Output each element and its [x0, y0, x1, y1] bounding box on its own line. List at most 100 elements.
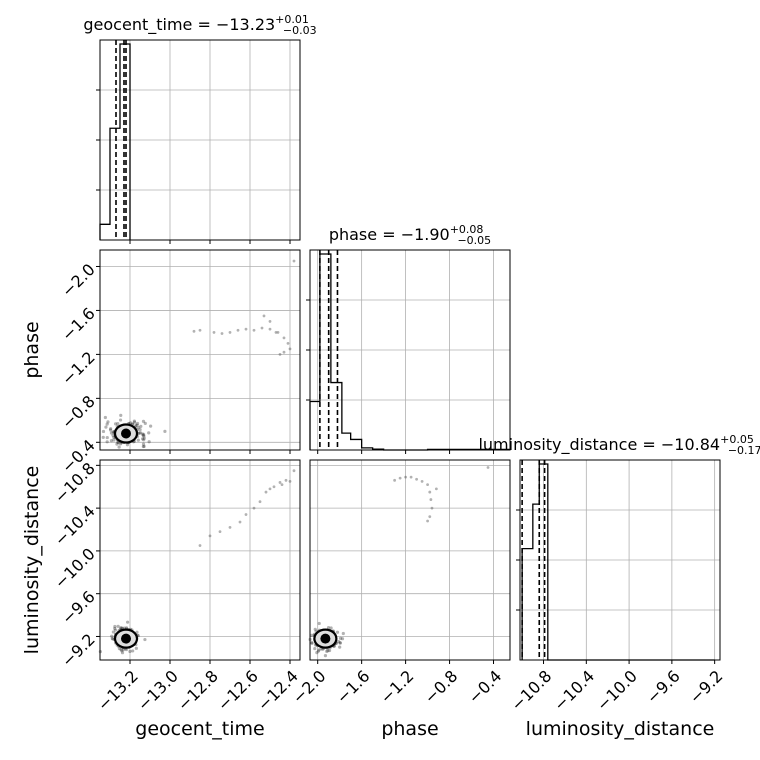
sample-point	[292, 259, 296, 263]
sample-point	[105, 422, 109, 426]
sample-point	[310, 640, 314, 645]
sample-point	[278, 352, 282, 356]
contour-inner	[121, 428, 131, 439]
sample-point	[276, 331, 280, 334]
x-tick-label: −12.8	[174, 666, 222, 714]
sample-point	[326, 625, 331, 630]
sample-point	[163, 429, 167, 433]
sample-point	[142, 436, 146, 440]
panel-frame	[309, 459, 511, 661]
panel-frame	[99, 459, 301, 661]
sample-point	[118, 418, 123, 422]
sample-point	[119, 626, 123, 630]
sample-point	[134, 646, 138, 650]
sample-point	[309, 633, 313, 637]
y-tick-label: −0.8	[58, 392, 99, 433]
sample-point	[118, 442, 123, 446]
sample-point	[110, 636, 114, 641]
sample-point	[260, 326, 264, 330]
sample-point	[252, 328, 256, 332]
x-tick-label: −13.2	[94, 666, 142, 714]
sample-point	[140, 437, 145, 441]
sample-point	[135, 630, 139, 634]
sample-point	[316, 649, 320, 653]
grid-layer	[100, 40, 720, 660]
sample-point	[338, 641, 342, 645]
density-geocent_time_vs_phase	[101, 259, 296, 449]
sample-point	[101, 429, 106, 434]
y-tick-label: −9.2	[58, 630, 99, 671]
histogram-luminosity_distance	[521, 463, 715, 661]
sample-point	[244, 327, 248, 331]
sample-point	[404, 475, 408, 479]
sample-point	[313, 627, 317, 631]
sample-point	[325, 649, 329, 654]
sample-point	[115, 442, 119, 446]
sample-point	[286, 342, 290, 345]
x-tick-label: −13.0	[134, 666, 182, 714]
sample-point	[136, 425, 141, 430]
x-tick-label: −10.8	[507, 666, 555, 714]
sample-point	[135, 421, 140, 426]
y-tick-label: −9.6	[58, 587, 99, 628]
sample-point	[125, 443, 130, 447]
sample-point	[326, 649, 330, 653]
sample-point	[274, 331, 278, 334]
sample-point	[131, 649, 135, 653]
tick-layer	[96, 89, 716, 664]
sample-point	[218, 530, 222, 534]
sample-point	[426, 519, 429, 523]
sample-point	[335, 630, 340, 634]
sample-point	[139, 424, 143, 429]
sample-point	[430, 506, 434, 510]
sample-point	[134, 423, 138, 427]
sample-point	[137, 431, 141, 435]
sample-point	[313, 646, 317, 651]
y-tick-label: −2.0	[58, 260, 99, 301]
sample-point	[147, 440, 151, 444]
sample-point	[268, 327, 272, 331]
sample-point	[113, 422, 118, 426]
sample-point	[128, 421, 133, 425]
sample-point	[338, 636, 343, 641]
sample-point	[113, 624, 117, 629]
data-layer	[98, 40, 715, 661]
contour-inner	[320, 633, 331, 644]
sample-point	[142, 444, 146, 448]
sample-point	[119, 413, 123, 417]
y-tick-label: −1.2	[58, 348, 99, 389]
sample-point	[192, 329, 196, 333]
panel-title-geocent_time: geocent_time = −13.23+0.01 −0.03	[83, 13, 316, 37]
sample-point	[426, 483, 429, 486]
sample-point	[428, 490, 432, 494]
sample-point	[132, 419, 136, 423]
sample-point	[108, 428, 113, 432]
x-tick-label: −2.0	[289, 666, 330, 707]
sample-point	[409, 475, 413, 479]
contour-inner	[121, 633, 131, 644]
sample-point	[136, 438, 140, 442]
y-tick-label: −1.6	[58, 304, 99, 345]
sample-point	[111, 630, 116, 634]
sample-point	[113, 626, 117, 631]
sample-point	[142, 438, 146, 442]
sample-point	[104, 425, 108, 429]
sample-point	[393, 478, 397, 482]
x-tick-label: −0.4	[464, 666, 505, 707]
sample-point	[110, 634, 114, 638]
x-tick-label: −10.0	[593, 666, 641, 714]
sample-point	[238, 520, 242, 524]
sample-point	[434, 487, 438, 491]
sample-point	[116, 624, 120, 628]
sample-point	[420, 479, 424, 483]
sample-point	[101, 435, 105, 439]
sample-point	[142, 434, 146, 438]
sample-point	[126, 620, 130, 624]
sample-point	[132, 420, 137, 424]
sample-point	[105, 440, 109, 444]
sample-point	[284, 478, 288, 482]
sample-point	[317, 621, 321, 626]
sample-point	[338, 645, 342, 649]
sample-point	[220, 332, 224, 335]
sample-point	[106, 420, 110, 424]
